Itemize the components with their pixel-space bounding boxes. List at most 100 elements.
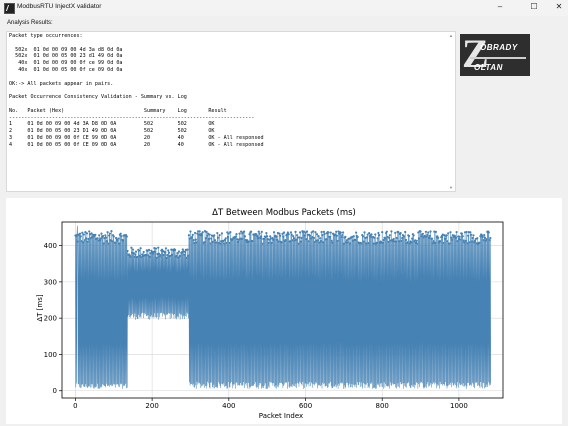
- chart-title: ΔT Between Modbus Packets (ms): [212, 208, 356, 218]
- data-point: [305, 230, 309, 233]
- data-point: [334, 233, 337, 236]
- data-point: [267, 241, 270, 244]
- data-point: [355, 231, 358, 234]
- data-point: [174, 248, 177, 252]
- data-point: [147, 254, 150, 257]
- data-point: [407, 234, 411, 238]
- data-point: [336, 239, 339, 243]
- scroll-down-icon[interactable]: ▼: [449, 185, 453, 190]
- data-point: [111, 240, 114, 243]
- data-point: [186, 248, 189, 251]
- data-point: [429, 230, 432, 233]
- data-point: [300, 236, 303, 239]
- data-point: [262, 237, 266, 241]
- data-point: [249, 230, 253, 233]
- data-point: [133, 255, 136, 258]
- data-point: [316, 239, 319, 242]
- company-logo: Z OBRADY OLTAN: [460, 34, 530, 76]
- data-point: [192, 239, 195, 242]
- data-point: [297, 242, 300, 245]
- data-point: [432, 240, 435, 243]
- data-point: [340, 235, 343, 239]
- analysis-text-area[interactable]: Packet type occurrences: 502x 01 0d 00 0…: [6, 31, 456, 192]
- data-point: [99, 237, 102, 240]
- data-point: [485, 238, 488, 241]
- data-point: [481, 235, 484, 238]
- data-point: [335, 230, 338, 233]
- x-tick-label: 800: [376, 402, 389, 410]
- data-point: [425, 235, 428, 238]
- data-point: [417, 231, 420, 234]
- data-point: [298, 236, 301, 239]
- data-point: [470, 233, 473, 236]
- scroll-up-icon[interactable]: ▲: [449, 33, 453, 38]
- data-point: [220, 232, 224, 235]
- data-point: [397, 230, 400, 234]
- data-point: [309, 234, 312, 237]
- data-point: [341, 234, 344, 237]
- data-point: [403, 235, 406, 238]
- data-point: [294, 230, 297, 233]
- data-point: [246, 239, 249, 242]
- analysis-results-label: Analysis Results:: [7, 20, 53, 26]
- data-point: [445, 234, 448, 237]
- data-point: [201, 231, 204, 234]
- data-point: [465, 230, 468, 234]
- data-point: [282, 231, 286, 234]
- data-point: [478, 241, 481, 245]
- data-point: [170, 253, 174, 256]
- data-point: [159, 253, 162, 257]
- data-point: [81, 241, 85, 244]
- data-point: [269, 235, 272, 238]
- data-point: [344, 235, 347, 238]
- data-point: [88, 230, 91, 233]
- data-point: [85, 237, 88, 240]
- data-point: [177, 256, 180, 259]
- data-point: [110, 230, 113, 233]
- data-point: [94, 233, 97, 236]
- data-point: [365, 236, 368, 239]
- data-point: [384, 237, 387, 240]
- data-point: [266, 235, 269, 238]
- data-point: [299, 240, 303, 243]
- data-point: [448, 242, 451, 245]
- data-point: [275, 235, 278, 238]
- data-point: [213, 239, 217, 242]
- minimize-button[interactable]: –: [497, 2, 503, 11]
- data-point: [346, 241, 349, 244]
- x-tick-label: 0: [73, 402, 77, 410]
- data-point: [257, 230, 260, 233]
- data-point: [235, 233, 238, 236]
- data-point: [237, 238, 240, 241]
- data-point: [251, 240, 254, 243]
- close-button[interactable]: ✕: [555, 2, 563, 11]
- data-point: [394, 240, 398, 243]
- data-point: [318, 237, 322, 240]
- data-point: [348, 242, 352, 245]
- data-point: [144, 254, 148, 257]
- data-point: [416, 242, 419, 245]
- data-point: [86, 240, 89, 243]
- data-point: [370, 233, 373, 236]
- data-point: [255, 233, 258, 236]
- data-point: [382, 238, 385, 242]
- data-point: [215, 241, 218, 244]
- data-point: [226, 231, 229, 234]
- x-tick-label: 400: [222, 402, 235, 410]
- data-point: [105, 236, 108, 239]
- data-point: [411, 237, 414, 240]
- data-point: [151, 252, 154, 255]
- data-point: [373, 236, 376, 239]
- data-point: [345, 241, 348, 244]
- data-point: [272, 238, 275, 241]
- data-point: [460, 232, 464, 235]
- maximize-button[interactable]: ☐: [530, 2, 538, 11]
- data-point: [226, 236, 230, 239]
- text-scrollbar[interactable]: ▲ ▼: [447, 32, 455, 191]
- data-point: [325, 238, 328, 241]
- y-tick-label: 0: [53, 387, 57, 395]
- data-point: [468, 241, 471, 244]
- data-point: [459, 238, 462, 241]
- data-point: [228, 241, 231, 245]
- data-point: [323, 232, 326, 235]
